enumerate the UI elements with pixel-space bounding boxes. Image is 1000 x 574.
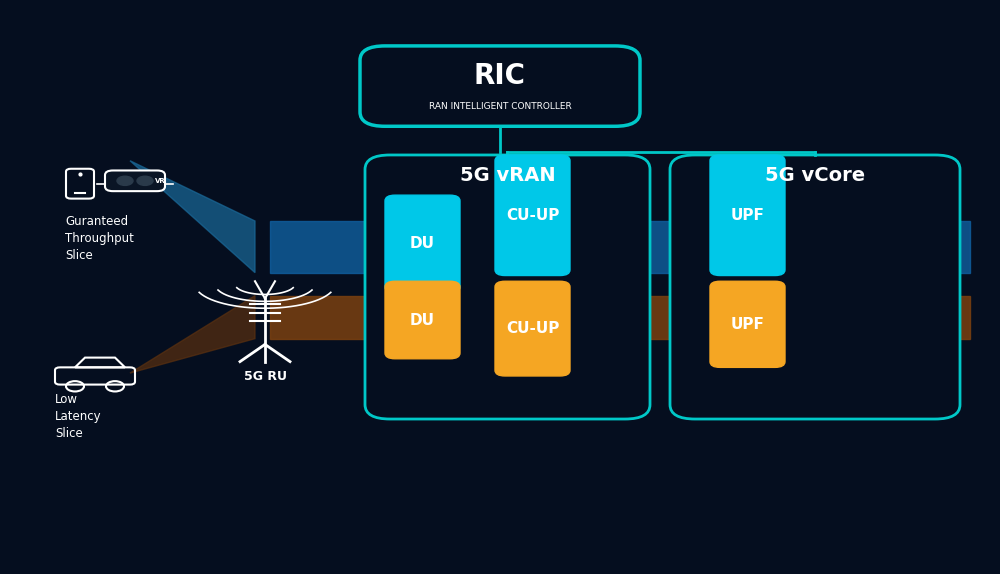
Text: 5G RU: 5G RU — [244, 370, 287, 383]
Bar — [270, 296, 970, 339]
Text: 5G vCore: 5G vCore — [765, 165, 865, 185]
Circle shape — [117, 176, 133, 185]
FancyBboxPatch shape — [670, 155, 960, 419]
FancyBboxPatch shape — [385, 195, 460, 293]
Text: CU-UP: CU-UP — [506, 321, 559, 336]
Text: DU: DU — [410, 236, 435, 251]
Text: RIC: RIC — [474, 63, 526, 91]
Bar — [270, 221, 970, 273]
Text: CU-UP: CU-UP — [506, 208, 559, 223]
FancyBboxPatch shape — [495, 155, 570, 276]
Polygon shape — [130, 161, 255, 273]
Text: VR: VR — [155, 178, 165, 184]
FancyBboxPatch shape — [495, 281, 570, 376]
Text: Low
Latency
Slice: Low Latency Slice — [55, 393, 102, 440]
Circle shape — [137, 176, 153, 185]
Text: RAN INTELLIGENT CONTROLLER: RAN INTELLIGENT CONTROLLER — [429, 102, 571, 111]
Text: 5G vRAN: 5G vRAN — [460, 165, 555, 185]
Text: DU: DU — [410, 312, 435, 328]
Text: UPF: UPF — [731, 208, 764, 223]
Polygon shape — [130, 296, 255, 373]
Text: UPF: UPF — [731, 317, 764, 332]
Text: Guranteed
Throughput
Slice: Guranteed Throughput Slice — [65, 215, 134, 262]
FancyBboxPatch shape — [385, 281, 460, 359]
FancyBboxPatch shape — [365, 155, 650, 419]
FancyBboxPatch shape — [710, 281, 785, 367]
FancyBboxPatch shape — [710, 155, 785, 276]
FancyBboxPatch shape — [105, 170, 165, 191]
FancyBboxPatch shape — [360, 46, 640, 126]
